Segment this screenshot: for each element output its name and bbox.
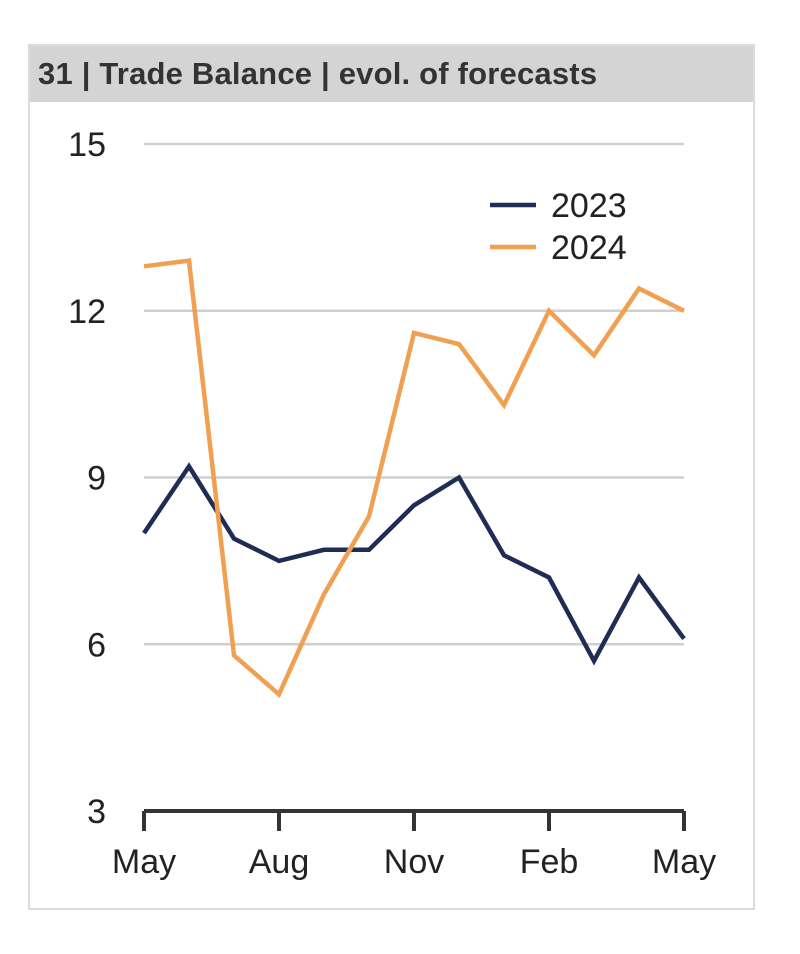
legend-label-2024: 2024: [551, 229, 627, 267]
x-tick-label: May: [652, 843, 716, 881]
legend-label-2023: 2023: [551, 187, 627, 225]
x-tick-label: Aug: [249, 843, 310, 881]
y-tick-label: 3: [87, 793, 106, 831]
y-tick-label: 15: [68, 126, 106, 164]
chart-header: 31 | Trade Balance | evol. of forecasts: [30, 46, 753, 102]
y-tick-label: 9: [87, 460, 106, 498]
y-tick-label: 6: [87, 626, 106, 664]
y-tick-label: 12: [68, 293, 106, 331]
chart-title: 31 | Trade Balance | evol. of forecasts: [38, 56, 598, 91]
x-tick-label: Feb: [520, 843, 579, 881]
x-tick-label: May: [112, 843, 176, 881]
x-tick-label: Nov: [384, 843, 444, 881]
